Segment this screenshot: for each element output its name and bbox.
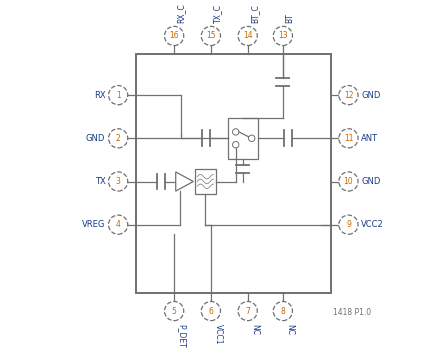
Text: VCC1: VCC1	[213, 324, 222, 344]
Circle shape	[108, 215, 128, 234]
Circle shape	[273, 301, 292, 321]
Circle shape	[164, 301, 184, 321]
Text: 2: 2	[116, 134, 120, 143]
Text: 9: 9	[346, 220, 351, 229]
Circle shape	[108, 129, 128, 148]
Text: GND: GND	[361, 177, 381, 186]
Text: VREG: VREG	[82, 220, 105, 229]
Polygon shape	[176, 172, 193, 191]
Bar	[228, 118, 258, 159]
Circle shape	[339, 129, 358, 148]
Text: 8: 8	[280, 307, 285, 316]
Text: P_DET: P_DET	[177, 324, 186, 348]
Circle shape	[339, 172, 358, 191]
Text: 4: 4	[116, 220, 120, 229]
Circle shape	[273, 26, 292, 46]
Text: TX: TX	[94, 177, 105, 186]
Text: 15: 15	[206, 32, 216, 41]
Text: ANT: ANT	[361, 134, 378, 143]
Circle shape	[238, 301, 257, 321]
Circle shape	[108, 172, 128, 191]
Text: 12: 12	[344, 91, 353, 100]
Circle shape	[201, 26, 220, 46]
Text: 11: 11	[344, 134, 353, 143]
Text: 5: 5	[172, 307, 176, 316]
Text: NC: NC	[285, 324, 295, 335]
Text: 3: 3	[116, 177, 120, 186]
Circle shape	[238, 26, 257, 46]
Text: 16: 16	[169, 32, 179, 41]
Text: 1418 P1.0: 1418 P1.0	[333, 308, 371, 317]
Circle shape	[164, 26, 184, 46]
Circle shape	[201, 301, 220, 321]
Text: GND: GND	[361, 91, 381, 100]
Text: 6: 6	[209, 307, 213, 316]
Text: VCC2: VCC2	[361, 220, 384, 229]
Text: 1: 1	[116, 91, 120, 100]
Circle shape	[232, 129, 239, 135]
Text: GND: GND	[86, 134, 105, 143]
Circle shape	[108, 85, 128, 105]
Text: BT_C: BT_C	[250, 4, 259, 23]
Circle shape	[232, 141, 239, 148]
Text: NC: NC	[250, 324, 259, 335]
Circle shape	[339, 85, 358, 105]
Text: 7: 7	[245, 307, 250, 316]
Text: RX_C: RX_C	[177, 4, 186, 23]
Text: BT: BT	[285, 13, 295, 23]
Bar	[136, 54, 331, 293]
Circle shape	[339, 215, 358, 234]
Text: 13: 13	[278, 32, 288, 41]
Text: 14: 14	[243, 32, 253, 41]
Text: 10: 10	[344, 177, 353, 186]
Text: TX_C: TX_C	[213, 4, 222, 23]
Circle shape	[248, 135, 255, 141]
Bar	[195, 169, 216, 194]
Text: RX: RX	[94, 91, 105, 100]
